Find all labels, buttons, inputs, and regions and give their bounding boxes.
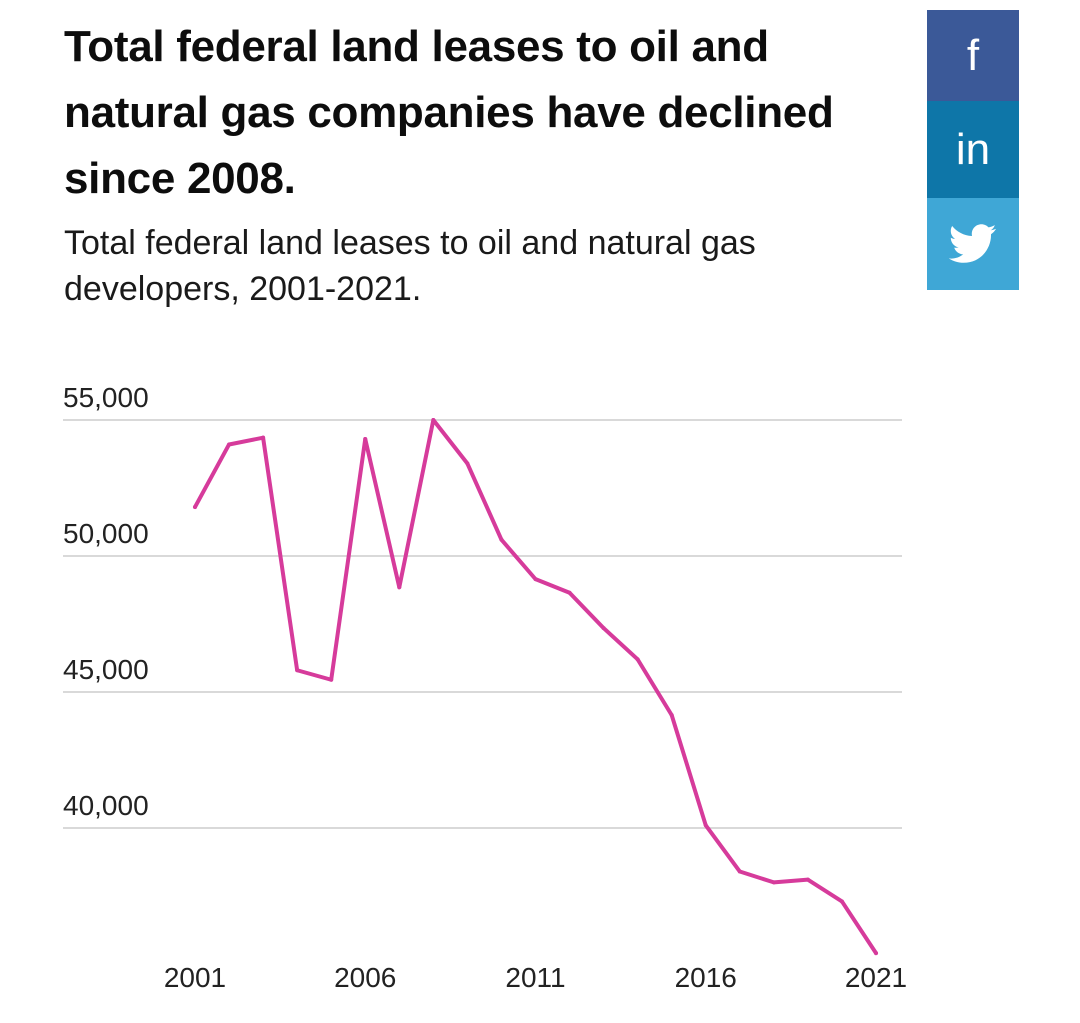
x-tick-label: 2016 [675,962,737,993]
data-point [874,951,878,956]
data-point [261,435,266,440]
y-tick-label: 45,000 [63,654,149,685]
facebook-icon: f [966,30,980,80]
twitter-icon [948,224,997,263]
line-chart: 55,000 50,000 45,000 40,000 2001 2006 2011 201… [63,382,907,993]
data-point [771,880,776,885]
y-axis-ticks: 55,000 50,000 45,000 40,000 [63,382,149,821]
chart-title: Total federal land leases to oil and nat… [64,22,834,203]
data-point [839,899,844,904]
linkedin-share-button[interactable]: in [927,101,1019,198]
gridlines [63,419,902,829]
x-axis-ticks: 2001 2006 2011 2016 2021 [164,962,907,993]
data-point [465,461,470,466]
share-bar: f in [927,10,1019,290]
data-point [363,437,368,442]
twitter-share-button[interactable] [927,198,1019,290]
data-point [295,668,300,673]
data-point [567,590,572,595]
data-point [397,585,402,590]
data-point [635,657,640,662]
data-point [703,823,708,828]
data-point [329,677,334,682]
data-point [431,418,436,422]
x-tick-label: 2021 [845,962,907,993]
y-tick-label: 40,000 [63,790,149,821]
chart-subtitle: Total federal land leases to oil and nat… [64,224,756,308]
data-point [737,869,742,874]
data-point [533,577,538,582]
data-point [601,626,606,631]
data-point [499,537,504,542]
linkedin-icon: in [955,124,991,174]
data-point [193,505,197,510]
series-line [193,418,878,956]
data-point [227,442,232,447]
y-tick-label: 50,000 [63,518,149,549]
y-tick-label: 55,000 [63,382,149,413]
data-point [805,877,810,882]
x-tick-label: 2001 [164,962,226,993]
series-layer [193,418,878,956]
x-tick-label: 2011 [505,962,565,993]
x-tick-label: 2006 [334,962,396,993]
facebook-share-button[interactable]: f [927,10,1019,101]
data-point [669,713,674,718]
